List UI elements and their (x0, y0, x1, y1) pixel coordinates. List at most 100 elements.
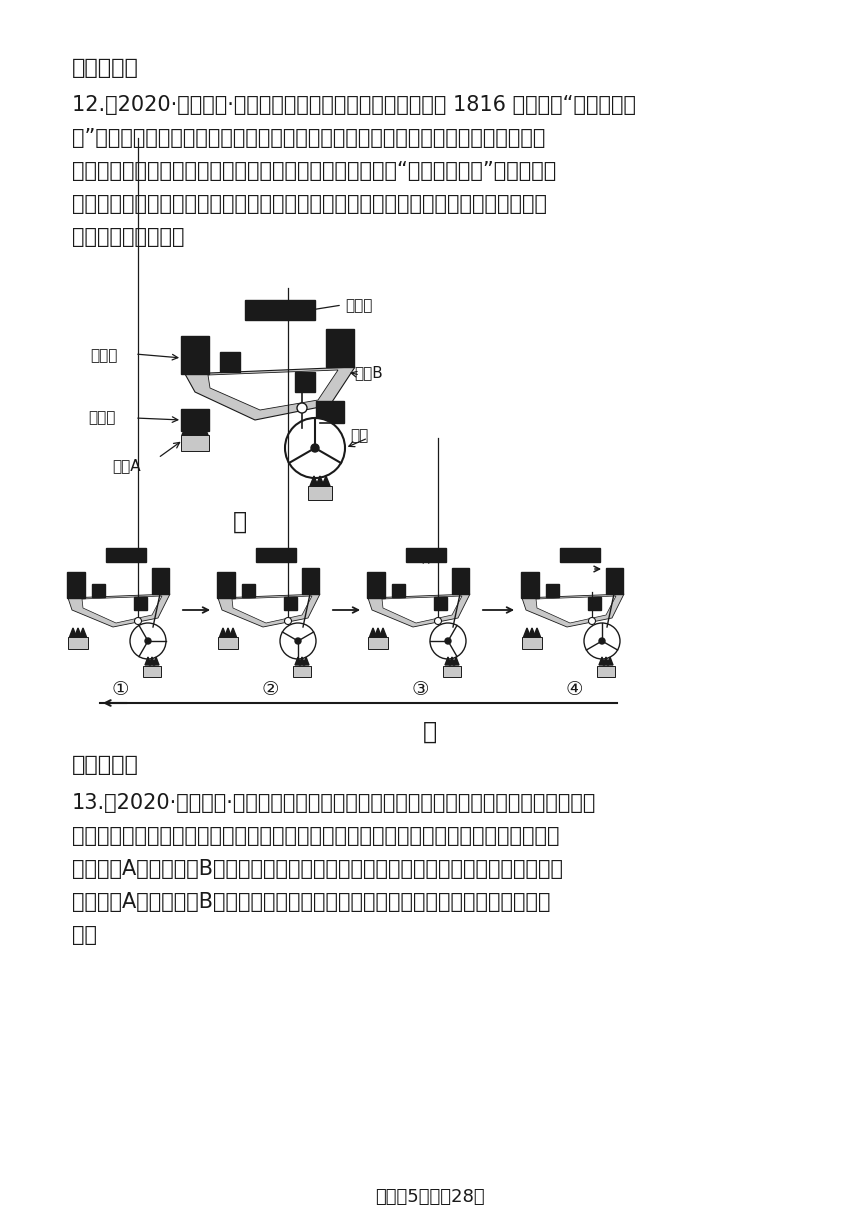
Polygon shape (368, 593, 470, 627)
Polygon shape (382, 596, 462, 623)
Bar (220, 351, 240, 372)
Text: ①: ① (111, 680, 129, 699)
Text: 飞轮: 飞轮 (350, 428, 368, 443)
Bar (316, 401, 344, 423)
Polygon shape (82, 596, 162, 623)
Text: 第一次工业革命。如图为利用瓦特蒸汽机提升物体的工作示意图，蒸汽机的工作原理为：: 第一次工业革命。如图为利用瓦特蒸汽机提升物体的工作示意图，蒸汽机的工作原理为： (72, 826, 560, 846)
Polygon shape (145, 657, 151, 665)
Polygon shape (295, 657, 301, 665)
Polygon shape (322, 475, 330, 486)
Bar (242, 584, 255, 597)
Bar (452, 568, 469, 593)
Polygon shape (533, 627, 540, 637)
Text: 活塞A: 活塞A (112, 458, 141, 473)
Polygon shape (68, 593, 170, 627)
Text: ④: ④ (565, 680, 583, 699)
Bar (326, 330, 354, 367)
Bar (143, 665, 161, 676)
Circle shape (145, 638, 151, 644)
Text: 热气缸: 热气缸 (88, 410, 115, 426)
Polygon shape (182, 423, 192, 435)
Polygon shape (445, 657, 451, 665)
Polygon shape (219, 627, 226, 637)
Circle shape (599, 638, 605, 644)
Bar (433, 597, 446, 609)
Circle shape (434, 618, 441, 625)
Polygon shape (379, 627, 386, 637)
Text: 四、综合题: 四、综合题 (72, 755, 138, 775)
Bar (295, 372, 315, 392)
Bar (106, 548, 146, 562)
Bar (256, 548, 296, 562)
Text: 复。: 复。 (72, 925, 97, 945)
Bar (181, 336, 209, 375)
Polygon shape (303, 657, 309, 665)
Polygon shape (75, 627, 82, 637)
Polygon shape (599, 657, 605, 665)
Circle shape (285, 418, 345, 478)
Circle shape (285, 618, 292, 625)
Text: 试卷第5页，全28页: 试卷第5页，全28页 (375, 1188, 485, 1206)
Circle shape (297, 402, 307, 413)
Polygon shape (453, 657, 459, 665)
Bar (560, 548, 600, 562)
Bar (151, 568, 169, 593)
Polygon shape (149, 657, 155, 665)
Bar (522, 637, 542, 649)
Polygon shape (79, 627, 87, 637)
Text: 乙: 乙 (423, 720, 437, 744)
Polygon shape (522, 593, 624, 627)
Polygon shape (529, 627, 536, 637)
Bar (293, 665, 311, 676)
Circle shape (311, 444, 319, 452)
Polygon shape (310, 475, 318, 486)
Bar (217, 572, 235, 598)
Polygon shape (230, 627, 236, 637)
Text: ②: ② (261, 680, 279, 699)
Polygon shape (185, 367, 355, 420)
Bar (605, 568, 623, 593)
Bar (302, 568, 318, 593)
Text: 打开阀门A、关闭阀门B，高压蒸汽进入汽缸，推动活塞上行。当活塞到达汽缸顶部时，: 打开阀门A、关闭阀门B，高压蒸汽进入汽缸，推动活塞上行。当活塞到达汽缸顶部时， (72, 858, 563, 879)
Polygon shape (374, 627, 382, 637)
Text: 机”。斯特林发动机汽缸内工作介质易汽化、易液化，该介质经过吸热膨胀，冷却压缩: 机”。斯特林发动机汽缸内工作介质易汽化、易液化，该介质经过吸热膨胀，冷却压缩 (72, 128, 545, 148)
Bar (67, 572, 85, 598)
Bar (367, 572, 385, 598)
Bar (443, 665, 461, 676)
Bar (597, 665, 615, 676)
Bar (587, 597, 600, 609)
Bar (245, 300, 315, 320)
Polygon shape (153, 657, 159, 665)
Bar (308, 486, 332, 500)
Text: 活塞B: 活塞B (354, 365, 383, 379)
Polygon shape (190, 423, 200, 435)
Polygon shape (607, 657, 613, 665)
Circle shape (430, 623, 466, 659)
Text: 冷气缸: 冷气缸 (345, 298, 372, 313)
Bar (68, 637, 88, 649)
Polygon shape (198, 423, 208, 435)
Polygon shape (449, 657, 455, 665)
Polygon shape (316, 475, 324, 486)
Text: 续转动的工作原理。: 续转动的工作原理。 (72, 227, 185, 247)
Circle shape (588, 618, 595, 625)
Bar (545, 584, 558, 597)
Polygon shape (218, 593, 320, 627)
Bar (181, 409, 209, 430)
Bar (181, 435, 209, 451)
Text: 关闭阀门A、打开阀门B，蒸汽进入冷凝器，汽缸内压强减小，活塞下降。如此循环往: 关闭阀门A、打开阀门B，蒸汽进入冷凝器，汽缸内压强减小，活塞下降。如此循环往 (72, 893, 550, 912)
Circle shape (445, 638, 451, 644)
Polygon shape (536, 596, 616, 623)
Bar (521, 572, 539, 598)
Circle shape (130, 623, 166, 659)
Bar (133, 597, 146, 609)
Polygon shape (70, 627, 77, 637)
Text: 的循环过程输出动力，因此又被称为热气机。某工程师按照“斯特林发动机”原理设计了: 的循环过程输出动力，因此又被称为热气机。某工程师按照“斯特林发动机”原理设计了 (72, 161, 556, 181)
Circle shape (280, 623, 316, 659)
Circle shape (134, 618, 142, 625)
Bar (406, 548, 446, 562)
Bar (91, 584, 105, 597)
Circle shape (295, 638, 301, 644)
Text: 甲: 甲 (233, 510, 247, 534)
Polygon shape (603, 657, 609, 665)
